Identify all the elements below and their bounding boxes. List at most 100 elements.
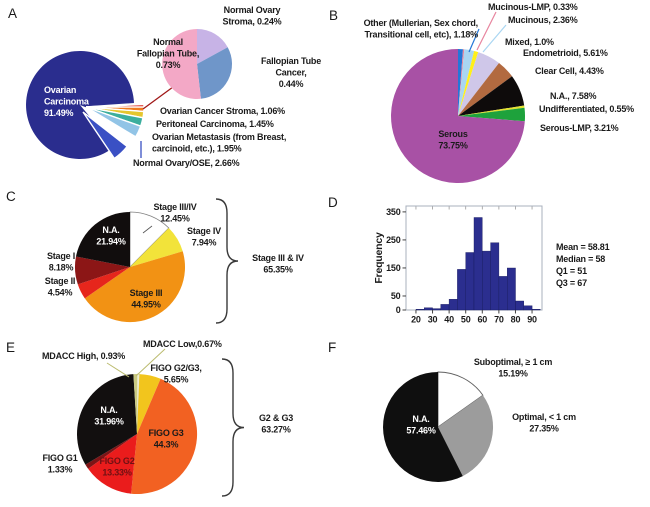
pie-slice-figo-g3 [131,378,198,494]
chart-B-histology: Mucinous-LMP, 0.33% Other (Mullerian, Sex… [364,2,634,183]
label-undifferentiated-0-55: Undifferentiated, 0.55% [539,104,634,114]
chart-C-stage: Stage III/IV 12.45%Stage IV 7.94% Stage III… [45,198,304,324]
x-tick-label: 80 [511,315,521,325]
pie-slice-mixed [458,51,479,116]
label-fallopian-tube: Fallopian Tube Cancer, 0.44% [261,56,321,89]
label-mean-58-81: Mean = 58.81 Median = 58 Q1 = 51 Q3 = 67 [556,242,610,288]
pie-slice-stage-iii-iv [129,211,170,268]
mucinous-leader [482,24,507,53]
y-axis-label: Frequency [373,232,385,284]
mdacc-high-leader [106,362,130,378]
panel-letter-f: F [328,340,337,355]
label-endometrioid-5-61: Endometrioid, 5.61% [523,48,608,58]
pie-slice-normal-ovary-ose [82,111,129,160]
histogram-bar [457,269,466,311]
label-figo-g3: FIGO G3 44.3% [148,428,183,450]
pie-slice-mucinous [458,49,475,116]
label-ovarian: Ovarian Carcinoma 91.49% [44,85,90,118]
pie-slice-normal-fallopian-tube [162,29,201,99]
histogram-bar [415,309,425,311]
histogram-bar [465,252,475,311]
label-mucinous-lmp-0-33: Mucinous-LMP, 0.33% [488,2,578,12]
pie-slice-n-a [458,76,525,116]
panel-letter-b: B [329,8,339,23]
panel-letter-c: C [6,189,16,204]
label-stage-iii-iv: Stage III & IV 65.35% [252,253,304,275]
pie-slice-n-a [383,372,463,482]
label-stage-iii: Stage III 44.95% [130,288,163,310]
histogram-bar [498,276,508,311]
y-tick-label: 250 [386,235,401,245]
label-clear-cell-4-43: Clear Cell, 4.43% [535,66,604,76]
chart-D-age: 20 30 40 50 60 70 80 90 0 50 150 250 350 Frequency Mea… [373,205,610,325]
histogram-bar [482,250,491,311]
chart-A-inset: Normal Ovary Stroma, 0.24% Normal Fallopian… [137,5,321,99]
chart-A-main: Ovarian Carcinoma 91.49% Ovarian Cancer Str… [26,51,286,168]
label-mucinous-2-36: Mucinous, 2.36% [508,15,578,25]
label-suboptimal-1-cm: Suboptimal, ≥ 1 cm 15.19% [474,357,553,379]
label-g2-g3: G2 & G3 63.27% [259,413,293,435]
x-tick-label: 50 [461,315,471,325]
pie-slice-optimal-1-cm [438,395,494,477]
pie-slice-endometrioid [458,52,499,116]
magnifier-line [142,86,174,110]
label-mdacc-low-0-67: MDACC Low,0.67% [143,339,222,349]
label-mixed-1-0: Mixed, 1.0% [505,37,554,47]
panel-letter-e: E [6,340,16,355]
label-stage-iv: Stage IV 7.94% [187,226,221,248]
histogram-bar [515,300,525,311]
pie-slice-stage-ii [77,267,130,299]
label-optimal-1-cm: Optimal, < 1 cm 27.35% [512,412,576,434]
pie-slice-suboptimal-1-cm [437,371,484,428]
label-figo-g2-g3: FIGO G2/G3, 5.65% [150,363,201,385]
label-other-mullerian-sex-chord: Other (Mullerian, Sex chord, Transitional… [364,18,479,40]
histogram-bar [523,305,533,311]
pie-slice-ovarian-metastasis-from-breast-carcinoid-etc [85,106,142,138]
label-peritoneal-carcinoma-1-45: Peritoneal Carcinoma, 1.45% [156,119,274,129]
label-n-a: N.A. 57.46% [406,414,436,436]
curly-brace [221,358,245,497]
pie-slice-fallopian-tube-cancer [197,47,233,99]
pie-slice-normal-ovary-stroma [197,29,228,64]
label-mdacc-high-0-93: MDACC High, 0.93% [42,351,125,361]
chart-F-debulking: Suboptimal, ≥ 1 cm 15.19% Optimal, < 1 cm 2… [383,357,576,482]
chart-E-grade: MDACC Low,0.67% MDACC High, 0.93% FIGO G2/… [42,339,293,497]
histogram-bar [531,309,541,311]
stage-iii-iv-leader [142,225,153,234]
mdacc-low-leader [135,348,166,377]
pie-slice-undifferentiated [458,105,525,116]
mucinous-lmp-leader [476,11,497,51]
pie-slice-mucinous-lmp [458,49,465,117]
pie-slice-serous-lmp [458,107,526,122]
pie-slice-serous [391,49,525,183]
label-serous-lmp-3-21: Serous-LMP, 3.21% [540,123,619,133]
pie-slice-figo-g1 [85,434,137,469]
label-ovarian-cancer-stroma-1-06: Ovarian Cancer Stroma, 1.06% [160,106,285,116]
pie-slice-ovarian-carcinoma [26,51,135,160]
label-normal-ovary: Normal Ovary Stroma, 0.24% [223,5,282,27]
pie-slice-stage-iv [130,228,183,267]
pie-slice-stage-iii [84,251,186,323]
label-stage-ii: Stage II 4.54% [45,276,75,298]
histogram-bar [448,299,458,311]
pie-slice-stage-i [74,256,130,285]
histogram-bar [432,308,442,311]
panel-letter-d: D [328,195,338,210]
label-stage-iii-iv: Stage III/IV 12.45% [153,202,196,224]
label-figo-g2: FIGO G2 13.33% [99,456,134,478]
label-figo-g1: FIGO G1 1.33% [42,453,77,475]
other-leader [468,28,480,53]
y-tick-label: 0 [396,305,401,315]
histogram-bar [440,304,450,311]
pie-slice-n-a [76,211,130,267]
histogram-bar [473,217,483,311]
histogram-bar [507,267,516,311]
label-n-a-7-58: N.A., 7.58% [550,91,597,101]
label-ovarian-metastasis-from-breast: Ovarian Metastasis (from Breast, carcinoi… [152,132,286,154]
x-tick-label: 30 [428,315,438,325]
pie-slice-n-a [77,374,137,465]
x-tick-label: 20 [411,315,421,325]
pie-slice-figo-g2-g3 [137,374,161,434]
y-tick-label: 150 [386,263,401,273]
